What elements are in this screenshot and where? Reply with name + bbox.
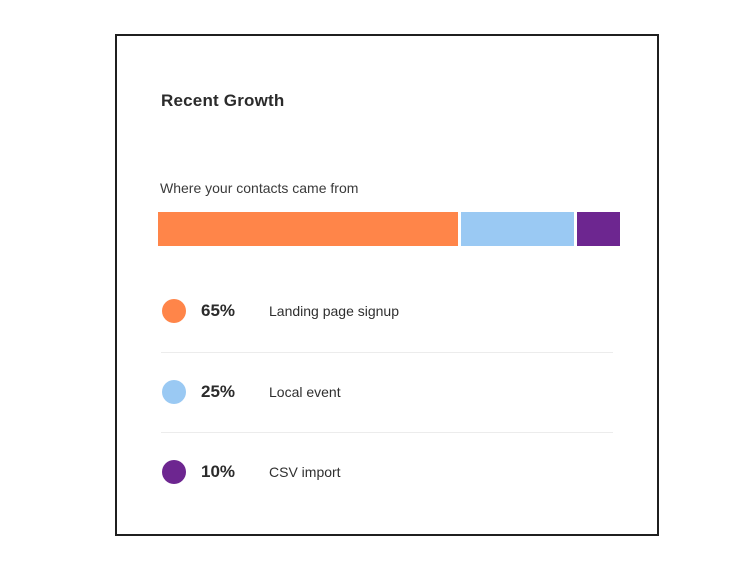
legend-label: Local event	[269, 384, 341, 400]
legend-row-landing-page-signup: 65% Landing page signup	[161, 272, 613, 352]
legend-percent: 25%	[201, 382, 236, 401]
orange-dot-icon	[162, 299, 186, 323]
legend-row-local-event: 25% Local event	[161, 352, 613, 432]
card-title: Recent Growth	[161, 91, 285, 110]
bar-segment-csv-import	[573, 212, 620, 246]
contact-source-stacked-bar	[158, 212, 620, 246]
legend-label: Landing page signup	[269, 303, 400, 319]
legend-label: CSV import	[269, 464, 341, 480]
legend-row-csv-import: 10% CSV import	[161, 432, 613, 512]
purple-dot-icon	[162, 460, 186, 484]
light-blue-dot-icon	[162, 380, 186, 404]
recent-growth-card: Recent Growth Where your contacts came f…	[115, 34, 659, 536]
bar-segment-local-event	[458, 212, 574, 246]
legend-percent: 65%	[201, 301, 236, 320]
card-subtitle: Where your contacts came from	[160, 180, 359, 196]
source-legend-list: 65% Landing page signup 25% Local event …	[161, 272, 613, 512]
bar-segment-landing-page-signup	[158, 212, 459, 246]
legend-percent: 10%	[201, 462, 236, 481]
